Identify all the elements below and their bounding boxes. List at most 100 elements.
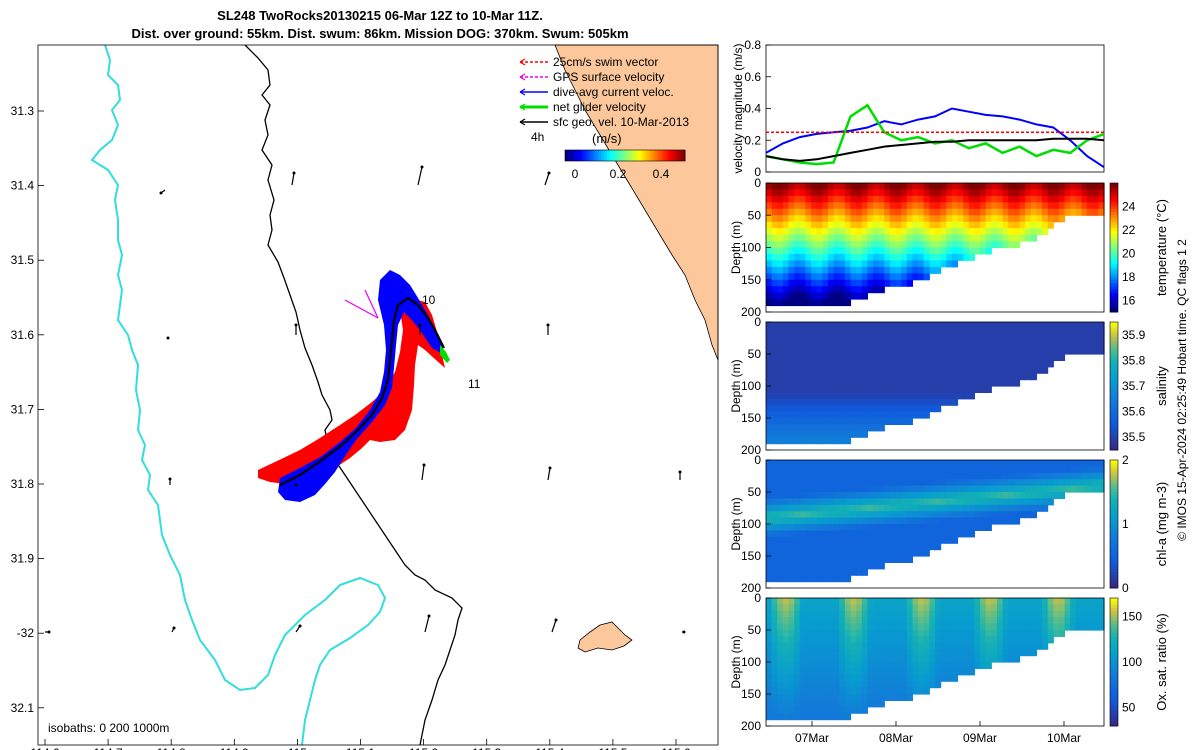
heatmap-cell [923,466,930,474]
heatmap-cell [923,195,930,203]
heatmap-cell [951,623,959,631]
heatmap-cell [884,328,891,336]
heatmap-cell [889,630,897,637]
heatmap-cell [923,524,930,531]
heatmap-cell [1025,617,1032,625]
heatmap-cell [771,543,778,551]
heatmap-cell [856,183,863,190]
heatmap-cell [788,253,795,261]
heatmap-cell [844,655,852,663]
heatmap-cell [782,334,790,342]
heatmap-cell [833,241,840,249]
heatmap-cell [771,247,778,255]
heatmap-colorbar-cell [1110,414,1118,419]
heatmap-cell [828,492,835,499]
heatmap-cell [839,189,846,197]
heatmap-colorbar-cell [1110,440,1118,445]
heatmap-cell [951,373,959,381]
heatmap-cell [861,479,868,487]
heatmap-cell [1053,466,1060,474]
heatmap-cell [963,617,970,625]
heatmap-cell [771,273,778,281]
heatmap-cell [991,649,998,657]
heatmap-cell [935,392,942,400]
heatmap-colorbar-cell [1110,199,1118,203]
heatmap-cell [856,543,863,551]
heatmap-cell [1042,492,1049,499]
heatmap-cell [850,266,857,274]
heatmap-cell [771,517,778,525]
heatmap-cell [873,681,880,689]
heatmap-cell [766,623,773,631]
heatmap-cell [822,575,829,583]
heatmap-cell [1030,195,1037,203]
heatmap-cell [929,668,936,676]
heatmap-colorbar-cell [1110,250,1118,255]
heatmap-cell [884,418,891,425]
heatmap-cell [799,241,806,249]
geo-vector-head [682,630,686,634]
heatmap-cell [1013,623,1021,631]
heatmap-cell [968,662,975,669]
heatmap-cell [1036,228,1043,236]
heatmap-cell [856,668,863,676]
heatmap-cell [867,266,874,274]
heatmap-cell [777,617,784,625]
heatmap-cell [799,418,806,425]
heatmap-cell [839,292,846,300]
heatmap-cell [912,498,919,506]
heatmap-cell [985,498,992,506]
heatmap-cell [816,234,823,242]
heatmap-cell [861,700,868,708]
heatmap-colorbar-cell [1110,305,1118,310]
heatmap-cell [957,479,964,487]
heatmap-cell [844,221,852,229]
heatmap-cell [940,617,947,625]
heatmap-cell [811,208,818,216]
heatmap-cell [867,662,874,669]
heatmap-cell [799,694,806,701]
heatmap-cell [771,279,778,287]
heatmap-cell [889,556,897,563]
heatmap-cell [929,472,936,480]
heatmap-cell [985,604,992,612]
heatmap-cell [1025,610,1032,618]
heatmap-cell [906,405,913,413]
heatmap-cell [963,662,970,669]
heatmap-cell [889,228,897,236]
heatmap-cell [794,228,801,236]
heatmap-cell [918,411,925,419]
heatmap-cell [1064,617,1071,625]
heatmap-cell [766,208,773,216]
heatmap-cell [1019,511,1026,519]
heatmap-cell [878,649,885,657]
heatmap-cell [844,668,852,676]
heatmap-cell [828,354,835,361]
heatmap-cell [856,617,863,625]
heatmap-cell [873,517,880,525]
heatmap-cell [794,202,801,210]
heatmap-cell [1030,636,1037,644]
heatmap-cell [833,247,840,255]
heatmap-cell [1058,610,1066,618]
heatmap-cell [794,418,801,425]
heatmap-cell [889,398,897,406]
heatmap-cell [884,549,891,557]
heatmap-colorbar-cell [1110,237,1118,242]
colorbar-cell [649,150,652,161]
heatmap-cell [884,466,891,474]
heatmap-cell [861,472,868,480]
heatmap-cell [1053,334,1060,342]
heatmap-cell [889,536,897,544]
heatmap-cell [974,617,981,625]
heatmap-cell [850,411,857,419]
heatmap-cell [799,411,806,419]
heatmap-cell [957,460,964,467]
geo-vector-head [168,477,172,481]
heatmap-cell [805,266,812,274]
heatmap-cell [1058,617,1066,625]
heatmap-cell [822,598,829,605]
heatmap-cell [782,253,790,261]
heatmap-cell [794,575,801,583]
heatmap-cell [1013,485,1021,493]
